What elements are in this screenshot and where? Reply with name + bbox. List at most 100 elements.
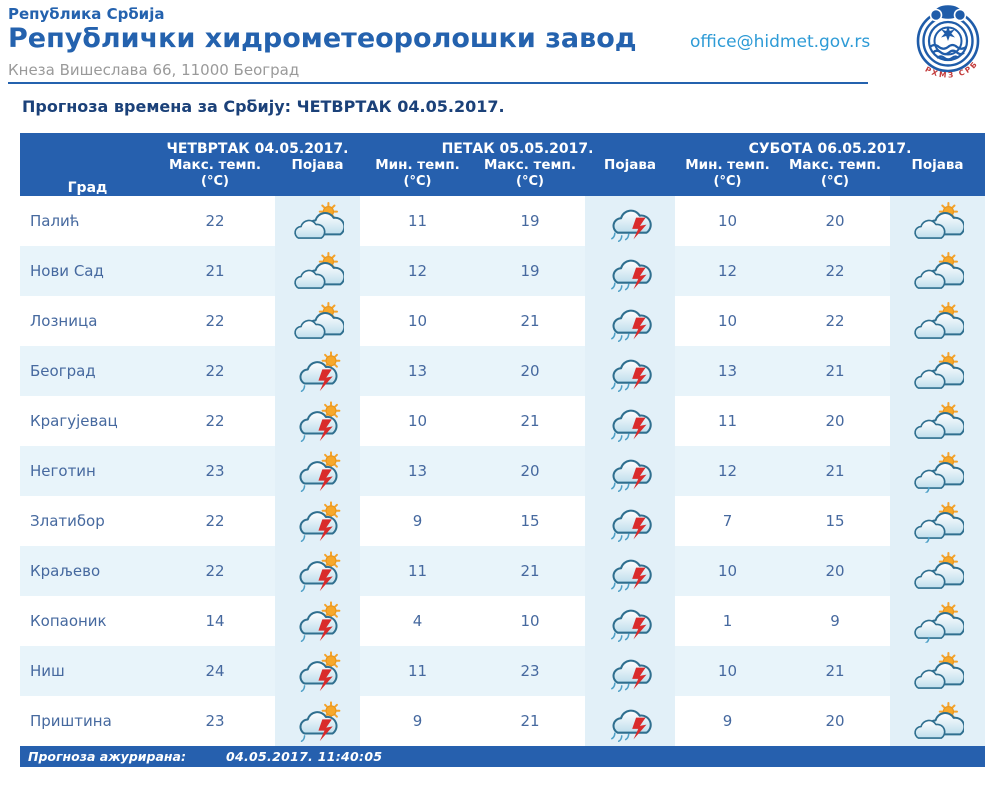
thunder-rain-icon [604, 601, 656, 643]
fri-weather-cell [585, 346, 676, 396]
sat-max-temp: 22 [825, 312, 845, 330]
thu-max-temp: 22 [205, 562, 225, 580]
thu-max-temp: 22 [205, 312, 225, 330]
fri-max-temp: 23 [520, 662, 540, 680]
city-name: Београд [30, 362, 96, 380]
fri-max-temp: 20 [520, 362, 540, 380]
forecast-table: Град ЧЕТВРТАК 04.05.2017. ПЕТАК 05.05.20… [20, 133, 986, 746]
sun-clouds-icon [912, 251, 964, 293]
logo-sun-icon [941, 26, 955, 41]
fri-min-temp: 12 [407, 262, 428, 280]
fri-weather-cell [585, 446, 676, 496]
thunder-sun-icon [292, 451, 344, 493]
thunder-sun-icon [292, 551, 344, 593]
city-column-header: Град [20, 133, 155, 196]
city-name: Копаоник [30, 612, 107, 630]
page-title: Прогноза времена за Србију: ЧЕТВРТАК 04.… [22, 97, 505, 116]
city-name: Нови Сад [30, 262, 104, 280]
thu-weather-cell [275, 546, 361, 596]
thu-weather-cell [275, 696, 361, 746]
fri-weather-cell [585, 496, 676, 546]
email-link[interactable]: office@hidmet.gov.rs [690, 32, 871, 52]
thunder-sun-icon [292, 501, 344, 543]
sat-max-temp: 21 [825, 662, 845, 680]
sat-min-temp: 10 [717, 312, 738, 330]
thu-weather-cell [275, 446, 361, 496]
masthead: Република Србија Републички хидрометеоро… [8, 5, 637, 78]
city-name: Ниш [30, 662, 65, 680]
sat-min-temp: 10 [717, 212, 738, 230]
sun-clouds-icon [912, 651, 964, 693]
country-label: Република Србија [8, 5, 165, 23]
thunder-sun-icon [292, 651, 344, 693]
sat-min-temp: 10 [717, 662, 738, 680]
sat-min-temp: 12 [717, 462, 738, 480]
thu-max-temp: 24 [205, 662, 225, 680]
table-row: Крагујевац 22 10 21 11 20 [20, 396, 986, 446]
sat-max-temp: 20 [825, 412, 845, 430]
thu-max-temp: 23 [205, 712, 225, 730]
day-header-row: Град ЧЕТВРТАК 04.05.2017. ПЕТАК 05.05.20… [20, 133, 986, 196]
thunder-sun-icon [292, 601, 344, 643]
update-timestamp: 04.05.2017. 11:40:05 [225, 749, 383, 764]
sun-clouds-drop-icon [912, 601, 964, 643]
day-header-friday: ПЕТАК 05.05.2017. [360, 133, 676, 157]
sat-max-temp: 21 [825, 362, 845, 380]
col-sat-phenomenon-header: Појава [890, 157, 986, 196]
table-row: Копаоник 14 4 10 1 9 [20, 596, 986, 646]
fri-min-temp: 9 [412, 712, 423, 730]
fri-max-temp: 19 [520, 262, 540, 280]
sat-weather-cell [890, 546, 986, 596]
fri-weather-cell [585, 646, 676, 696]
sun-clouds-icon [912, 201, 964, 243]
day-header-saturday: СУБОТА 06.05.2017. [675, 133, 986, 157]
sun-clouds-icon [912, 701, 964, 743]
sun-clouds-icon [292, 251, 344, 293]
thu-weather-cell [275, 346, 361, 396]
col-sat-min-header: Мин. темп. (°C) [675, 157, 781, 196]
fri-max-temp: 10 [520, 612, 540, 630]
thu-weather-cell [275, 396, 361, 446]
logo-cloud-icon [929, 3, 967, 22]
thu-max-temp: 22 [205, 212, 225, 230]
thunder-rain-icon [604, 201, 656, 243]
fri-weather-cell [585, 696, 676, 746]
fri-weather-cell [585, 596, 676, 646]
fri-min-temp: 11 [407, 562, 428, 580]
fri-weather-cell [585, 246, 676, 296]
table-row: Београд 22 13 20 13 21 [20, 346, 986, 396]
sat-weather-cell [890, 646, 986, 696]
thu-max-temp: 23 [205, 462, 225, 480]
day-header-thursday: ЧЕТВРТАК 04.05.2017. [155, 133, 361, 157]
sat-min-temp: 1 [722, 612, 733, 630]
sat-weather-cell [890, 446, 986, 496]
fri-max-temp: 20 [520, 462, 540, 480]
col-fri-max-header: Макс. темп. (°C) [475, 157, 586, 196]
sun-clouds-icon [292, 301, 344, 343]
fri-max-temp: 15 [520, 512, 540, 530]
fri-weather-cell [585, 396, 676, 446]
thunder-rain-icon [604, 401, 656, 443]
sat-min-temp: 7 [722, 512, 733, 530]
fri-min-temp: 13 [407, 462, 428, 480]
thunder-rain-icon [604, 501, 656, 543]
table-row: Златибор 22 9 15 7 15 [20, 496, 986, 546]
thunder-sun-icon [292, 701, 344, 743]
thu-weather-cell [275, 296, 361, 346]
header-divider [8, 82, 868, 84]
city-name: Златибор [30, 512, 105, 530]
thunder-rain-icon [604, 351, 656, 393]
city-name: Палић [30, 212, 80, 230]
sat-weather-cell [890, 496, 986, 546]
sun-clouds-icon [912, 551, 964, 593]
thunder-sun-icon [292, 401, 344, 443]
fri-max-temp: 21 [520, 562, 540, 580]
thu-weather-cell [275, 596, 361, 646]
fri-min-temp: 4 [412, 612, 423, 630]
thunder-rain-icon [604, 251, 656, 293]
thu-weather-cell [275, 196, 361, 246]
sat-max-temp: 15 [825, 512, 845, 530]
thu-max-temp: 22 [205, 362, 225, 380]
sat-min-temp: 10 [717, 562, 738, 580]
table-row: Палић 22 11 19 10 20 [20, 196, 986, 246]
